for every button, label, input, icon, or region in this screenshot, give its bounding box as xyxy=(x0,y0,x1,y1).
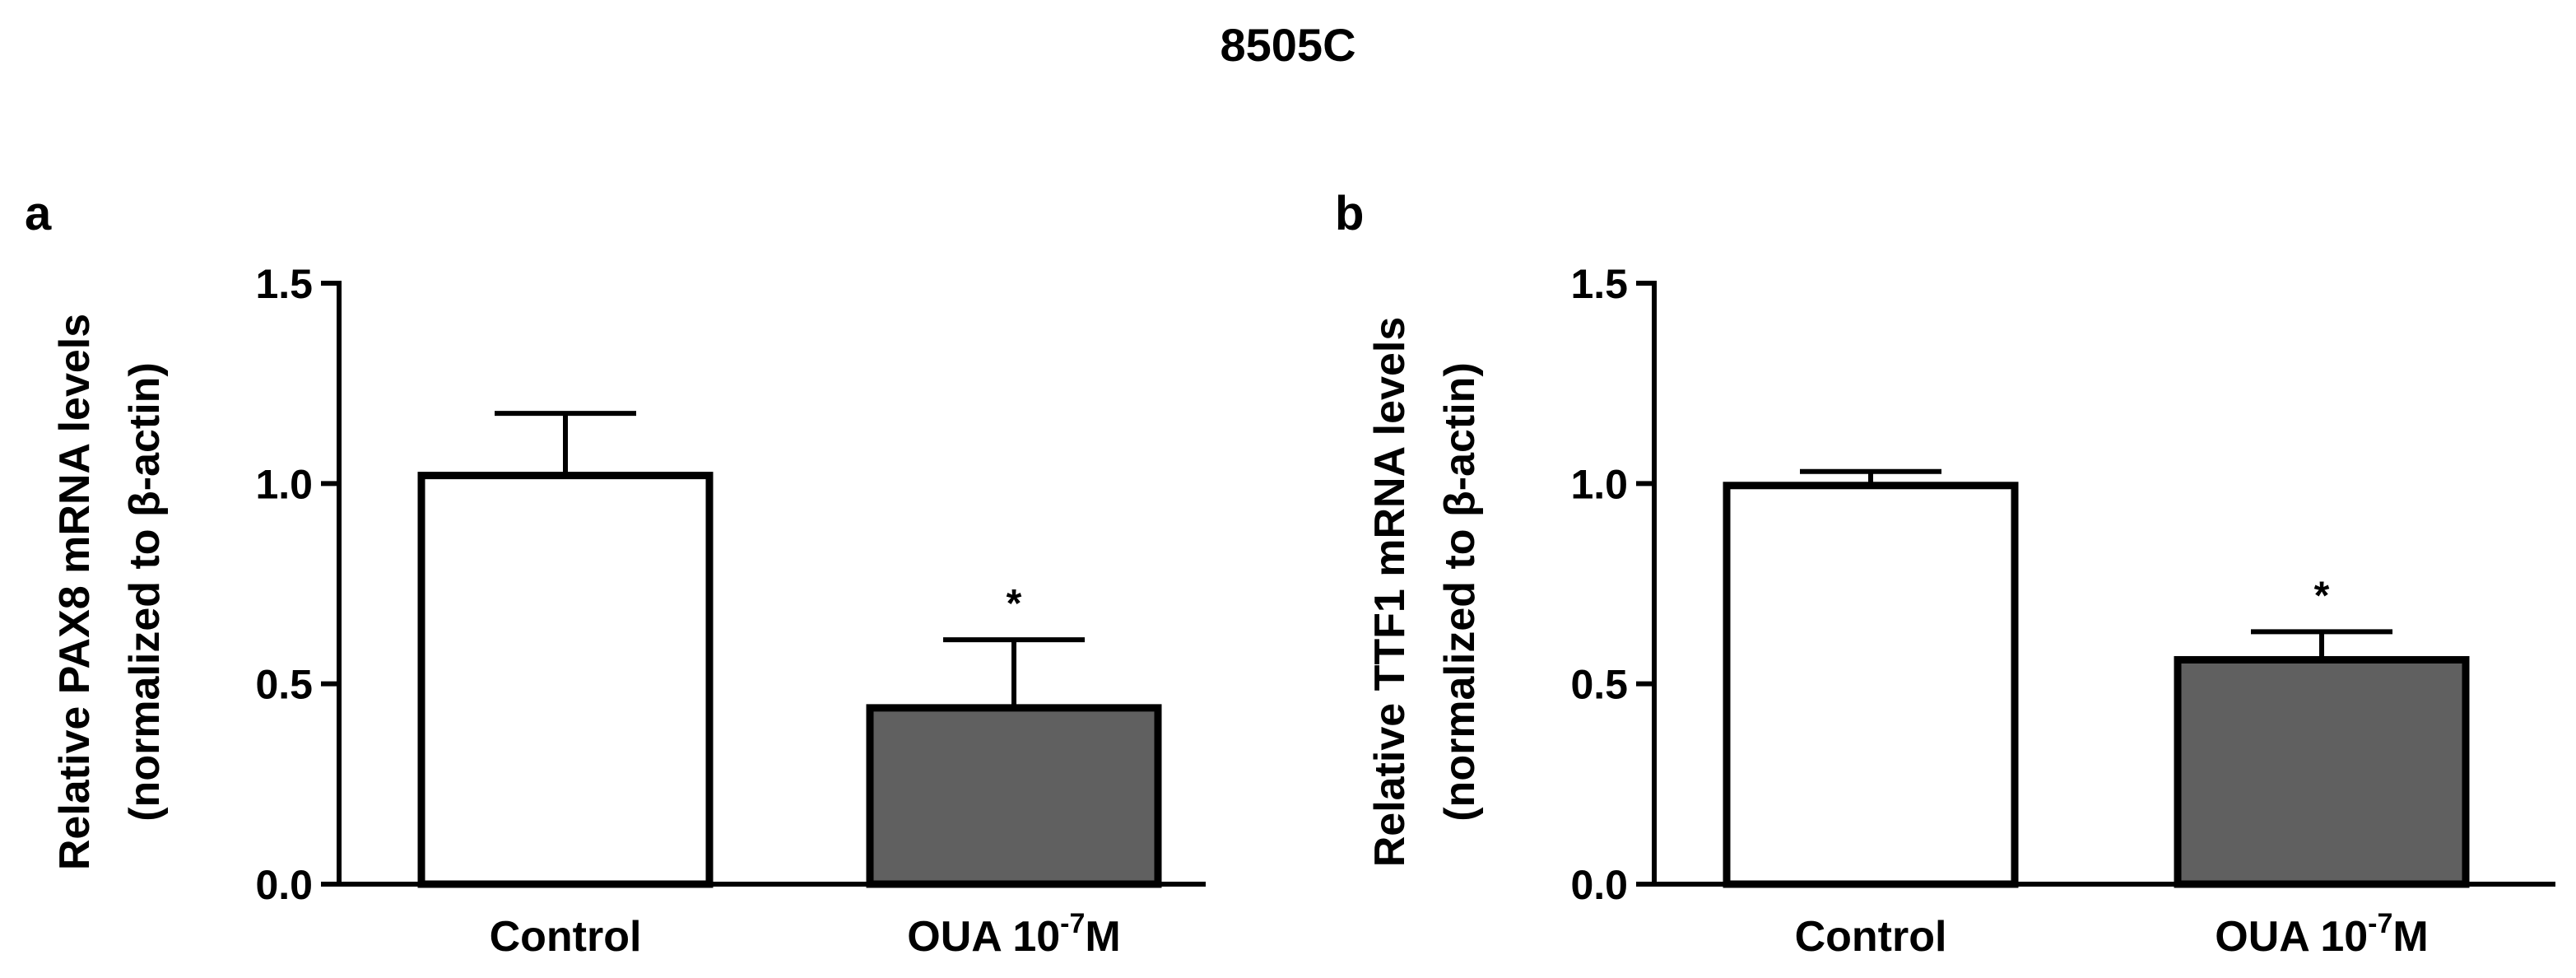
panel-b: b Relative TTF1 mRNA levels (normalized to… xyxy=(1335,187,2555,961)
panel-b-ytick-label: 1.5 xyxy=(1570,261,1628,307)
panel-b-ytick-label: 0.5 xyxy=(1570,662,1628,708)
panel-b-category-label: OUA 10-7M xyxy=(2215,908,2428,961)
panel-a-significance-marker: * xyxy=(1007,582,1022,626)
panel-b-significance-marker: * xyxy=(2314,574,2330,617)
panel-a-bar xyxy=(866,704,1162,888)
panel-a-bar xyxy=(417,472,714,888)
panel-a-ytick-label: 0.5 xyxy=(255,662,313,708)
panel-a-ytick-label: 1.0 xyxy=(255,461,313,507)
panel-a-ytick-label: 0.0 xyxy=(255,862,313,908)
panel-b-ytick-label: 0.0 xyxy=(1570,862,1628,908)
figure-title: 8505C xyxy=(1220,19,1356,71)
panel-b-letter: b xyxy=(1335,187,1364,240)
panel-b-ylabel-line1: Relative TTF1 mRNA levels xyxy=(1366,317,1414,868)
panel-a-letter: a xyxy=(25,187,52,240)
panel-b-ytick-label: 1.0 xyxy=(1570,461,1628,507)
panel-b-ylabel-line2: (normalized to β-actin) xyxy=(1436,362,1484,822)
panel-a-ytick-label: 1.5 xyxy=(255,261,313,307)
panel-b-bar xyxy=(1723,482,2019,888)
panel-a-ylabel-line2: (normalized to β-actin) xyxy=(121,362,169,822)
panel-a-ylabel-line1: Relative PAX8 mRNA levels xyxy=(51,314,99,870)
panel-a: a Relative PAX8 mRNA levels (normalized to… xyxy=(25,187,1206,961)
panel-b-category-label: Control xyxy=(1795,913,1947,961)
panel-a-category-label: OUA 10-7M xyxy=(907,908,1120,961)
panel-b-bar xyxy=(2174,655,2470,888)
panel-a-category-label: Control xyxy=(490,913,642,961)
